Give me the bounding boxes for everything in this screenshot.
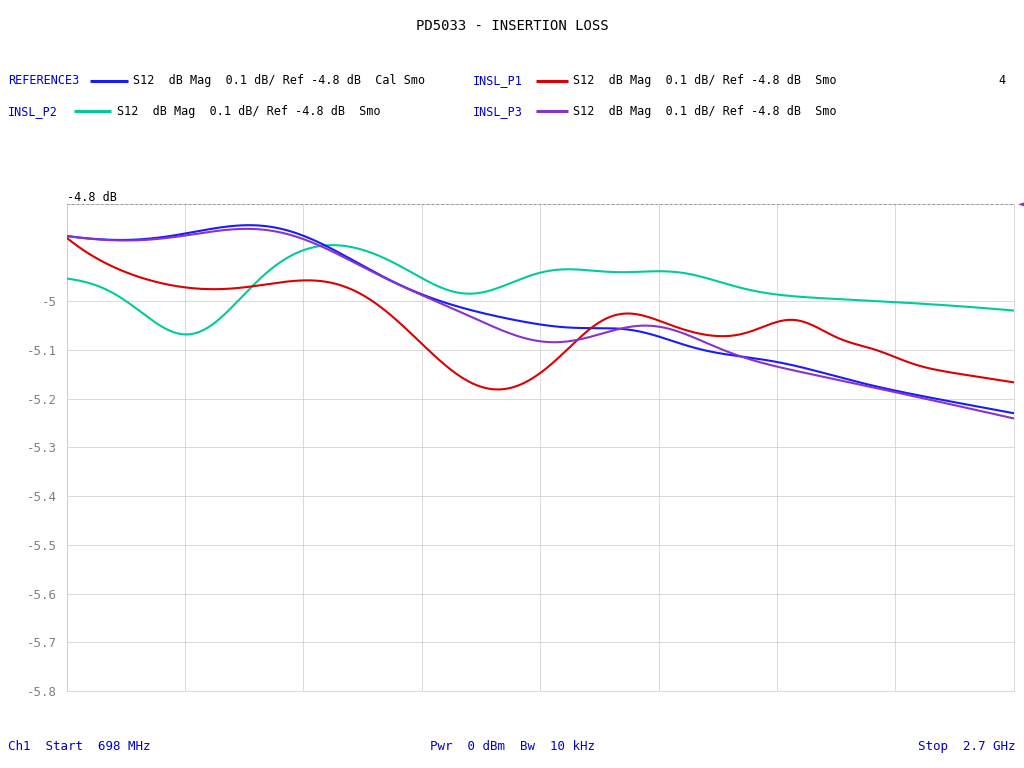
Text: S12  dB Mag  0.1 dB/ Ref -4.8 dB  Smo: S12 dB Mag 0.1 dB/ Ref -4.8 dB Smo [573,74,837,87]
Text: REFERENCE3: REFERENCE3 [8,74,80,87]
Text: Stop  2.7 GHz: Stop 2.7 GHz [919,740,1016,753]
Text: 4: 4 [998,74,1006,87]
Text: Ch1  Start  698 MHz: Ch1 Start 698 MHz [8,740,151,753]
Text: INSL_P3: INSL_P3 [473,105,523,118]
Text: S12  dB Mag  0.1 dB/ Ref -4.8 dB  Smo: S12 dB Mag 0.1 dB/ Ref -4.8 dB Smo [117,105,380,118]
Text: INSL_P1: INSL_P1 [473,74,523,87]
Text: PD5033 - INSERTION LOSS: PD5033 - INSERTION LOSS [416,19,608,33]
Text: INSL_P2: INSL_P2 [8,105,58,118]
Text: S12  dB Mag  0.1 dB/ Ref -4.8 dB  Smo: S12 dB Mag 0.1 dB/ Ref -4.8 dB Smo [573,105,837,118]
Text: S12  dB Mag  0.1 dB/ Ref -4.8 dB  Cal Smo: S12 dB Mag 0.1 dB/ Ref -4.8 dB Cal Smo [133,74,425,87]
Text: Pwr  0 dBm  Bw  10 kHz: Pwr 0 dBm Bw 10 kHz [429,740,595,753]
Text: ◄: ◄ [1018,197,1024,210]
Text: -4.8 dB: -4.8 dB [67,190,117,204]
